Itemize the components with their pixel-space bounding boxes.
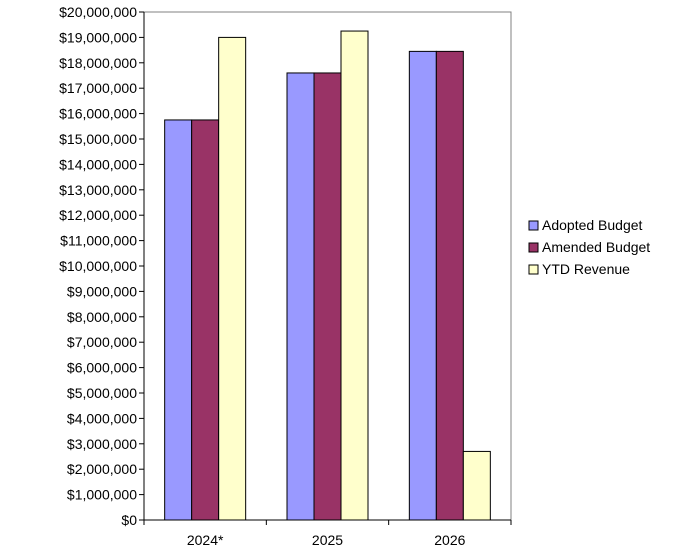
- y-tick-label: $16,000,000: [59, 106, 137, 122]
- y-tick-label: $7,000,000: [67, 334, 137, 350]
- x-tick-label: 2024*: [187, 532, 224, 548]
- y-tick-label: $18,000,000: [59, 55, 137, 71]
- bar: [462, 450, 491, 521]
- legend-swatch: [528, 242, 539, 253]
- legend-swatch: [528, 264, 539, 275]
- bar: [164, 119, 193, 521]
- bar: [313, 72, 342, 521]
- y-tick-label: $5,000,000: [67, 385, 137, 401]
- legend-label: YTD Revenue: [542, 261, 630, 277]
- y-axis: $0 $1,000,000 $2,000,000 $3,000,000 $4,000,0…: [59, 4, 145, 528]
- y-tick-label: $1,000,000: [67, 487, 137, 503]
- y-tick-label: $11,000,000: [60, 233, 137, 249]
- y-tick-label: $12,000,000: [59, 207, 137, 223]
- bar: [286, 72, 315, 521]
- y-tick-label: $9,000,000: [67, 283, 137, 299]
- legend-label: Amended Budget: [542, 239, 650, 255]
- y-tick-label: $10,000,000: [59, 258, 137, 274]
- legend-label: Adopted Budget: [542, 217, 643, 233]
- x-axis: 2024* 2025 2026: [143, 519, 512, 548]
- bar: [218, 36, 247, 521]
- y-tick-label: $17,000,000: [59, 80, 137, 96]
- legend: Adopted Budget Amended Budget YTD Revenue: [528, 217, 650, 277]
- y-tick-label: $8,000,000: [67, 309, 137, 325]
- bar: [340, 30, 369, 521]
- bar: [408, 50, 437, 521]
- bars: [164, 30, 491, 521]
- y-tick-label: $19,000,000: [59, 29, 137, 45]
- y-tick-label: $13,000,000: [59, 182, 137, 198]
- y-tick-label: $3,000,000: [67, 436, 137, 452]
- y-tick-label: $14,000,000: [59, 156, 137, 172]
- y-tick-label: $20,000,000: [59, 4, 137, 20]
- x-tick-label: 2025: [312, 532, 343, 548]
- y-tick-label: $4,000,000: [67, 410, 137, 426]
- legend-swatch: [528, 220, 539, 231]
- y-tick-label: $0: [121, 512, 137, 528]
- y-tick-label: $6,000,000: [67, 360, 137, 376]
- bar: [191, 119, 220, 521]
- x-tick-label: 2026: [434, 532, 465, 548]
- bar: [435, 50, 464, 521]
- y-tick-label: $15,000,000: [59, 131, 137, 147]
- y-tick-label: $2,000,000: [67, 461, 137, 477]
